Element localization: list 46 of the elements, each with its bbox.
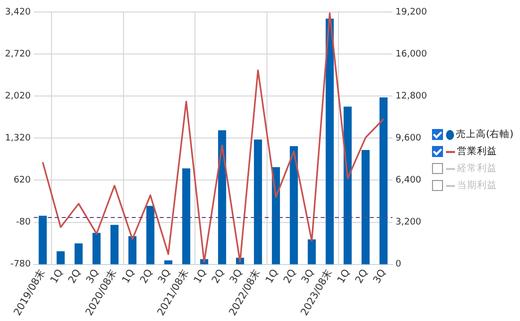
x-tick-label: 2Q: [354, 268, 371, 286]
y-tick-label: 620: [14, 176, 32, 186]
x-tick-label: 2Q: [66, 268, 84, 286]
bar: [308, 239, 316, 264]
legend-label: 当期利益: [457, 179, 497, 193]
bar: [182, 168, 190, 264]
bar: [146, 206, 154, 264]
y-tick-label: 1,320: [5, 134, 32, 144]
bar: [128, 236, 136, 264]
y-tick-label: -80: [16, 218, 32, 228]
y2-tick-label: 9,600: [396, 134, 422, 144]
bar: [56, 251, 65, 264]
x-tick-label: 1Q: [192, 268, 210, 286]
x-tick-label: 1Q: [48, 268, 66, 286]
y2-tick-label: 6,400: [396, 176, 422, 186]
bar: [92, 232, 101, 264]
y-tick-label: -780: [10, 260, 32, 270]
y2-tick-label: 3,200: [396, 218, 422, 228]
x-tick-label: 1Q: [336, 268, 353, 286]
bar: [74, 243, 83, 264]
bar: [110, 224, 119, 264]
bar: [272, 167, 280, 264]
bar: [362, 150, 370, 264]
bar: [326, 18, 334, 264]
y-tick-label: 2,720: [5, 49, 32, 60]
legend-label: 売上高(右軸): [456, 128, 514, 142]
x-tick-label: 2Q: [210, 268, 228, 286]
y2-tick-label: 12,800: [396, 91, 428, 102]
y2-tick-label: 0: [396, 260, 402, 270]
x-tick-label: 3Q: [372, 268, 388, 286]
bar: [38, 216, 47, 264]
x-tick-label: 2Q: [282, 268, 299, 286]
bar: [254, 139, 262, 264]
bar: [290, 146, 298, 264]
x-tick-label: 1Q: [264, 268, 281, 286]
bar: [218, 130, 226, 264]
legend-label: 営業利益: [457, 145, 497, 159]
x-tick-label: 2Q: [138, 268, 156, 286]
y2-tick-label: 16,000: [396, 49, 428, 60]
y-tick-label: 3,420: [5, 7, 32, 18]
bar: [380, 97, 388, 264]
y2-tick-label: 19,200: [396, 7, 428, 18]
y-tick-label: 2,020: [5, 91, 32, 102]
x-tick-label: 1Q: [120, 268, 138, 286]
legend-label: 経常利益: [457, 162, 497, 176]
bar: [344, 106, 352, 264]
